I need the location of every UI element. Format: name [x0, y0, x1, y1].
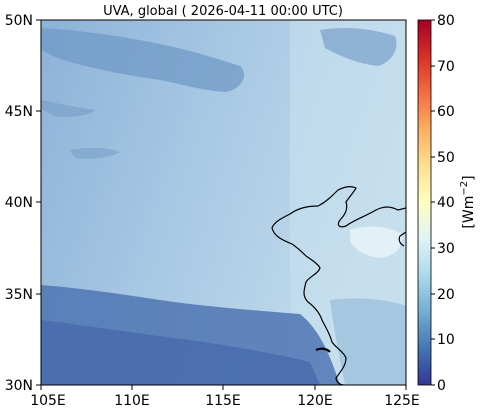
lat-tick-label: 35N [5, 287, 33, 303]
lat-tick-label: 45N [5, 104, 33, 120]
lon-tick-label: 125E [384, 393, 420, 409]
colorbar-tick-label: 80 [437, 13, 455, 29]
lon-tick-label: 120E [297, 393, 333, 409]
lon-tick-label: 110E [114, 393, 150, 409]
colorbar-tick-label: 20 [437, 287, 455, 303]
colorbar-ticks [431, 19, 435, 386]
colorbar-tick-label: 60 [437, 104, 455, 120]
lon-tick-label: 105E [30, 393, 66, 409]
colorbar-tick-label: 40 [437, 195, 455, 211]
colorbar-tick-label: 50 [437, 150, 455, 166]
lat-tick-label: 40N [5, 195, 33, 211]
uva-field [41, 20, 406, 385]
lat-axis [36, 19, 41, 386]
colorbar-tick-label: 0 [437, 378, 446, 394]
colorbar-tick-label: 70 [437, 59, 455, 75]
colorbar-tick-label: 30 [437, 241, 455, 257]
lon-axis [40, 385, 407, 390]
plot-title: UVA, global ( 2026-04-11 00:00 UTC) [103, 4, 343, 19]
colorbar [417, 19, 432, 386]
lat-tick-label: 30N [5, 378, 33, 394]
colorbar-tick-label: 10 [437, 332, 455, 348]
lon-tick-label: 115E [205, 393, 241, 409]
coastline [271, 186, 406, 385]
cloud-band-north [41, 28, 245, 92]
lat-tick-label: 50N [5, 13, 33, 29]
colorbar-label: [Wm−2] [459, 175, 477, 228]
